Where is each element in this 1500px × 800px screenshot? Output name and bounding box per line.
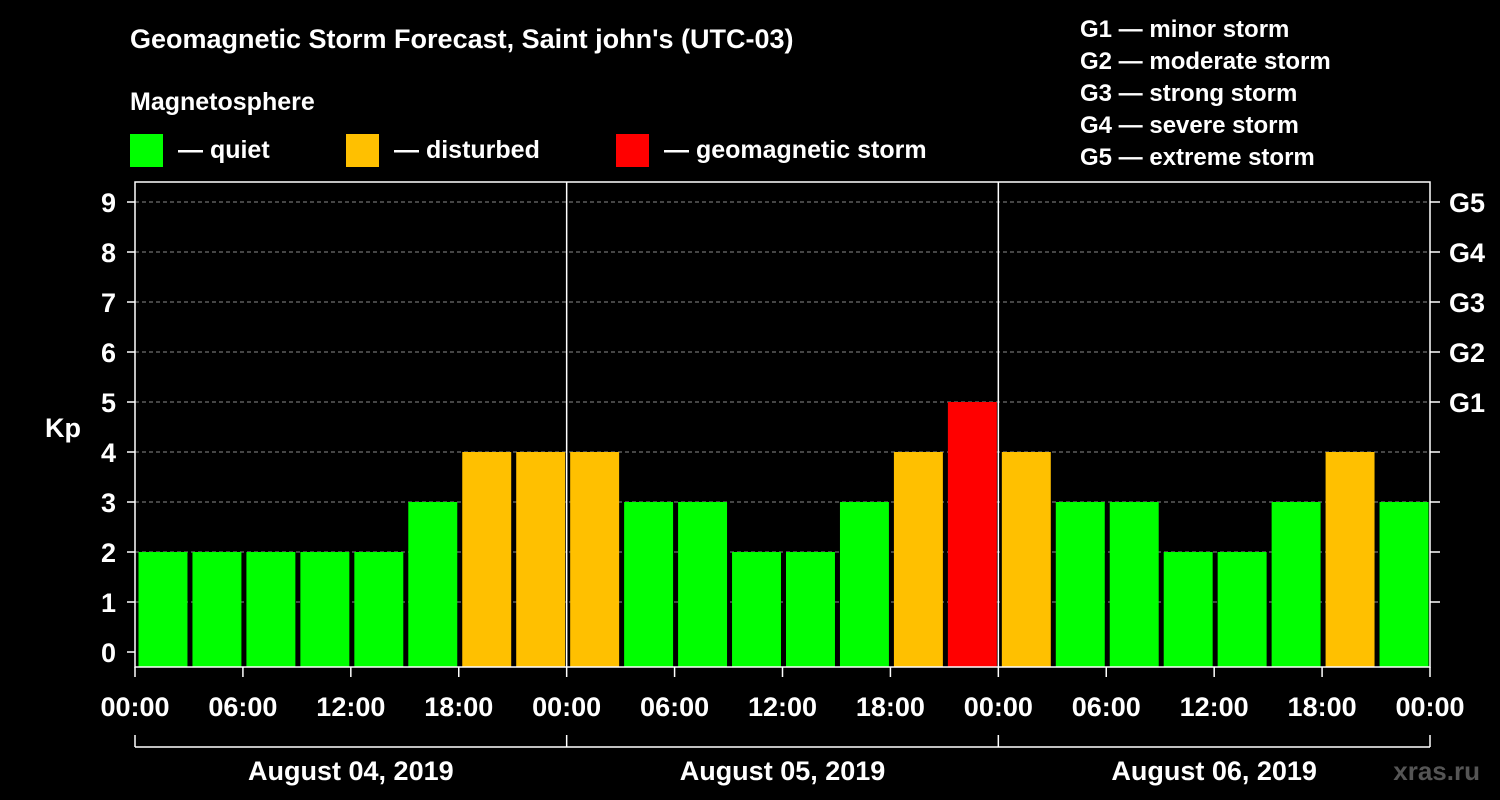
x-tick-label-2: 12:00 — [316, 692, 385, 722]
day-label-1: August 05, 2019 — [680, 756, 886, 786]
legend-label-storm: — geomagnetic storm — [664, 136, 927, 164]
bar-23 — [1379, 502, 1429, 667]
bar-9 — [624, 502, 674, 667]
magnetosphere-legend: — quiet — disturbed — geomagnetic storm — [130, 134, 927, 167]
bar-18 — [1109, 502, 1159, 667]
bar-19 — [1163, 552, 1213, 667]
scale-legend-g4: G4 — severe storm — [1080, 112, 1299, 139]
y-axis-left: 0 1 2 3 4 5 6 7 8 9 — [101, 188, 135, 668]
x-tick-label-3: 18:00 — [424, 692, 493, 722]
x-tick-label-7: 18:00 — [856, 692, 925, 722]
legend-swatch-storm — [616, 134, 649, 167]
watermark: xras.ru — [1393, 756, 1480, 786]
bar-17 — [1055, 502, 1105, 667]
x-axis: 00:00 06:00 12:00 18:00 00:00 06:00 12:00 18:00… — [100, 667, 1465, 722]
legend-label-disturbed: — disturbed — [394, 136, 540, 164]
x-tick-label-6: 12:00 — [748, 692, 817, 722]
day-label-0: August 04, 2019 — [248, 756, 454, 786]
y-tick-label-3: 3 — [101, 488, 116, 518]
x-tick-label-0: 00:00 — [100, 692, 169, 722]
bar-11 — [732, 552, 781, 667]
x-tick-label-10: 12:00 — [1180, 692, 1249, 722]
y-tick-label-1: 1 — [101, 588, 116, 618]
legend-label-quiet: — quiet — [178, 136, 270, 164]
x-tick-label-12: 00:00 — [1395, 692, 1464, 722]
x-tick-label-8: 00:00 — [964, 692, 1033, 722]
bar-20 — [1217, 552, 1267, 667]
chart-title: Geomagnetic Storm Forecast, Saint john's… — [130, 24, 794, 54]
y-tick-label-2: 2 — [101, 538, 116, 568]
bar-15 — [947, 402, 997, 667]
bar-12 — [786, 552, 835, 667]
bar-5 — [408, 502, 458, 667]
legend-swatch-disturbed — [346, 134, 379, 167]
scale-legend-g2: G2 — moderate storm — [1080, 48, 1331, 75]
bar-13 — [839, 502, 889, 667]
bar-14 — [893, 452, 943, 667]
scale-legend-g3: G3 — strong storm — [1080, 80, 1297, 107]
x-tick-label-5: 06:00 — [640, 692, 709, 722]
scale-legend-g1: G1 — minor storm — [1080, 16, 1289, 43]
y-tick-label-7: 7 — [101, 288, 116, 318]
y-tick-label-5: 5 — [101, 388, 116, 418]
day-brackets: August 04, 2019 August 05, 2019 August 06,… — [134, 735, 1431, 786]
x-tick-label-11: 18:00 — [1288, 692, 1357, 722]
bar-16 — [1001, 452, 1051, 667]
y-axis-right: G1 G2 G3 G4 G5 — [1430, 188, 1485, 603]
scale-legend-g5: G5 — extreme storm — [1080, 144, 1315, 171]
x-tick-label-9: 06:00 — [1072, 692, 1141, 722]
right-tick-label-G5: G5 — [1449, 188, 1485, 218]
bar-7 — [516, 452, 566, 667]
grid-lines — [135, 201, 1430, 603]
x-tick-label-1: 06:00 — [208, 692, 277, 722]
x-tick-label-4: 00:00 — [532, 692, 601, 722]
right-tick-label-G1: G1 — [1449, 388, 1485, 418]
y-tick-label-0: 0 — [101, 638, 116, 668]
bar-10 — [678, 502, 728, 667]
bar-21 — [1271, 502, 1321, 667]
right-tick-label-G2: G2 — [1449, 338, 1485, 368]
y-tick-label-4: 4 — [101, 438, 116, 468]
legend-swatch-quiet — [130, 134, 163, 167]
right-tick-label-G3: G3 — [1449, 288, 1485, 318]
day-label-2: August 06, 2019 — [1111, 756, 1317, 786]
bar-3 — [300, 552, 350, 667]
y-tick-label-9: 9 — [101, 188, 116, 218]
storm-scale-legend: G1 — minor storm G2 — moderate storm G3 … — [1080, 16, 1331, 171]
y-axis-label: Kp — [45, 413, 81, 443]
bar-1 — [192, 552, 242, 667]
bars — [138, 402, 1429, 667]
bar-8 — [570, 452, 620, 667]
bar-22 — [1325, 452, 1375, 667]
y-tick-label-6: 6 — [101, 338, 116, 368]
chart-subtitle: Magnetosphere — [130, 88, 315, 116]
bar-4 — [354, 552, 404, 667]
right-tick-label-G4: G4 — [1449, 238, 1485, 268]
bar-6 — [462, 452, 512, 667]
bar-0 — [138, 552, 188, 667]
y-tick-label-8: 8 — [101, 238, 116, 268]
bar-2 — [246, 552, 296, 667]
